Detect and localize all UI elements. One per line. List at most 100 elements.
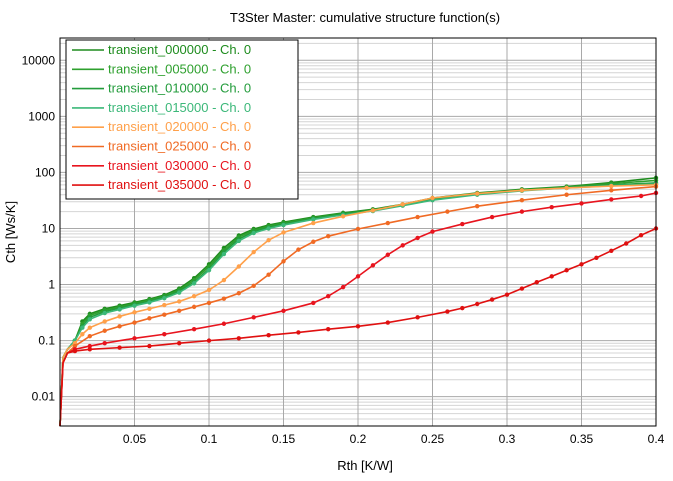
data-point [430,229,435,234]
data-point [177,290,182,295]
data-point [87,325,93,330]
data-point [564,192,569,197]
plot-frame [59,37,657,427]
data-point [117,314,122,319]
data-point [564,185,569,191]
data-point [266,237,271,243]
data-point [87,317,93,322]
data-point [460,221,465,227]
data-point [206,268,212,273]
data-point [221,296,227,301]
data-point [147,343,152,349]
data-point [579,201,584,206]
y-tick-label: 1000 [28,109,55,123]
y-tick-label: 0.1 [38,334,55,348]
data-point [132,320,137,325]
legend-label: transient_005000 - Ch. 0 [108,61,251,76]
y-axis-label: Cth [Ws/K] [3,201,18,263]
y-axis-ticks: 0.01 0.1 1 10 100 1000 10000 [22,53,56,403]
data-point [72,343,78,349]
series-7 [59,226,659,427]
data-point [355,274,361,279]
data-point [147,306,152,311]
data-point [102,340,107,346]
legend-label: transient_035000 - Ch. 0 [108,177,251,192]
data-point [519,209,525,214]
chart-title: T3Ster Master: cumulative structure func… [230,10,500,25]
data-point [132,310,137,315]
data-point [162,332,167,337]
data-point [296,330,301,335]
data-point [236,291,241,296]
data-point [519,197,525,203]
data-point [117,324,122,329]
data-point [311,217,316,222]
data-point [177,340,182,346]
data-point [162,312,167,317]
data-point [191,294,197,299]
x-tick-label: 0.05 [123,432,147,446]
data-point [519,188,525,193]
data-point [191,326,197,332]
data-point [102,319,107,324]
data-point [132,336,137,341]
data-point [326,294,331,299]
data-point [326,233,331,239]
x-axis-label: Rth [K/W] [337,458,393,473]
data-point [132,303,137,308]
series-lines [59,175,659,427]
data-point [609,248,614,254]
data-point [281,259,286,264]
series-line [59,185,657,427]
legend-label: transient_025000 - Ch. 0 [108,139,251,154]
data-point [594,255,599,261]
y-tick-label: 10000 [22,53,56,67]
data-point [251,249,256,255]
legend-label: transient_010000 - Ch. 0 [108,81,251,96]
x-tick-label: 0.2 [350,432,367,446]
data-point [445,209,450,214]
data-point [415,315,420,320]
data-point [251,315,256,320]
data-point [355,226,361,232]
x-axis-ticks: 0.05 0.1 0.15 0.2 0.25 0.3 0.35 0.4 [123,432,665,446]
data-point [162,296,167,301]
data-point [475,301,480,307]
data-point [489,214,495,220]
data-point [638,193,644,199]
data-point [206,287,212,293]
data-point [340,214,346,219]
data-point [534,280,539,285]
data-point [87,333,93,339]
data-point [326,326,331,332]
x-tick-label: 0.3 [499,432,516,446]
data-point [147,300,152,305]
legend: transient_000000 - Ch. 0 transient_005000… [65,39,299,200]
data-point [87,347,93,352]
data-point [206,338,212,343]
y-tick-label: 1 [48,278,55,292]
legend-label: transient_030000 - Ch. 0 [108,158,251,173]
x-tick-label: 0.25 [421,432,445,446]
data-point [460,305,465,311]
data-point [311,220,316,226]
plot-area [59,37,659,427]
data-point [400,243,405,248]
data-point [370,263,376,268]
data-point [206,300,212,306]
data-point [251,230,256,236]
data-point [430,195,435,201]
data-point [638,232,644,238]
data-point [147,316,152,321]
data-point [117,307,122,312]
data-point [475,203,480,209]
data-point [564,268,569,273]
data-point [609,197,614,202]
y-tick-label: 10 [42,221,56,235]
data-point [251,283,256,289]
data-point [177,308,182,314]
series-5 [59,184,659,427]
data-point [311,300,316,306]
legend-box [65,39,299,200]
legend-label: transient_020000 - Ch. 0 [108,119,251,134]
